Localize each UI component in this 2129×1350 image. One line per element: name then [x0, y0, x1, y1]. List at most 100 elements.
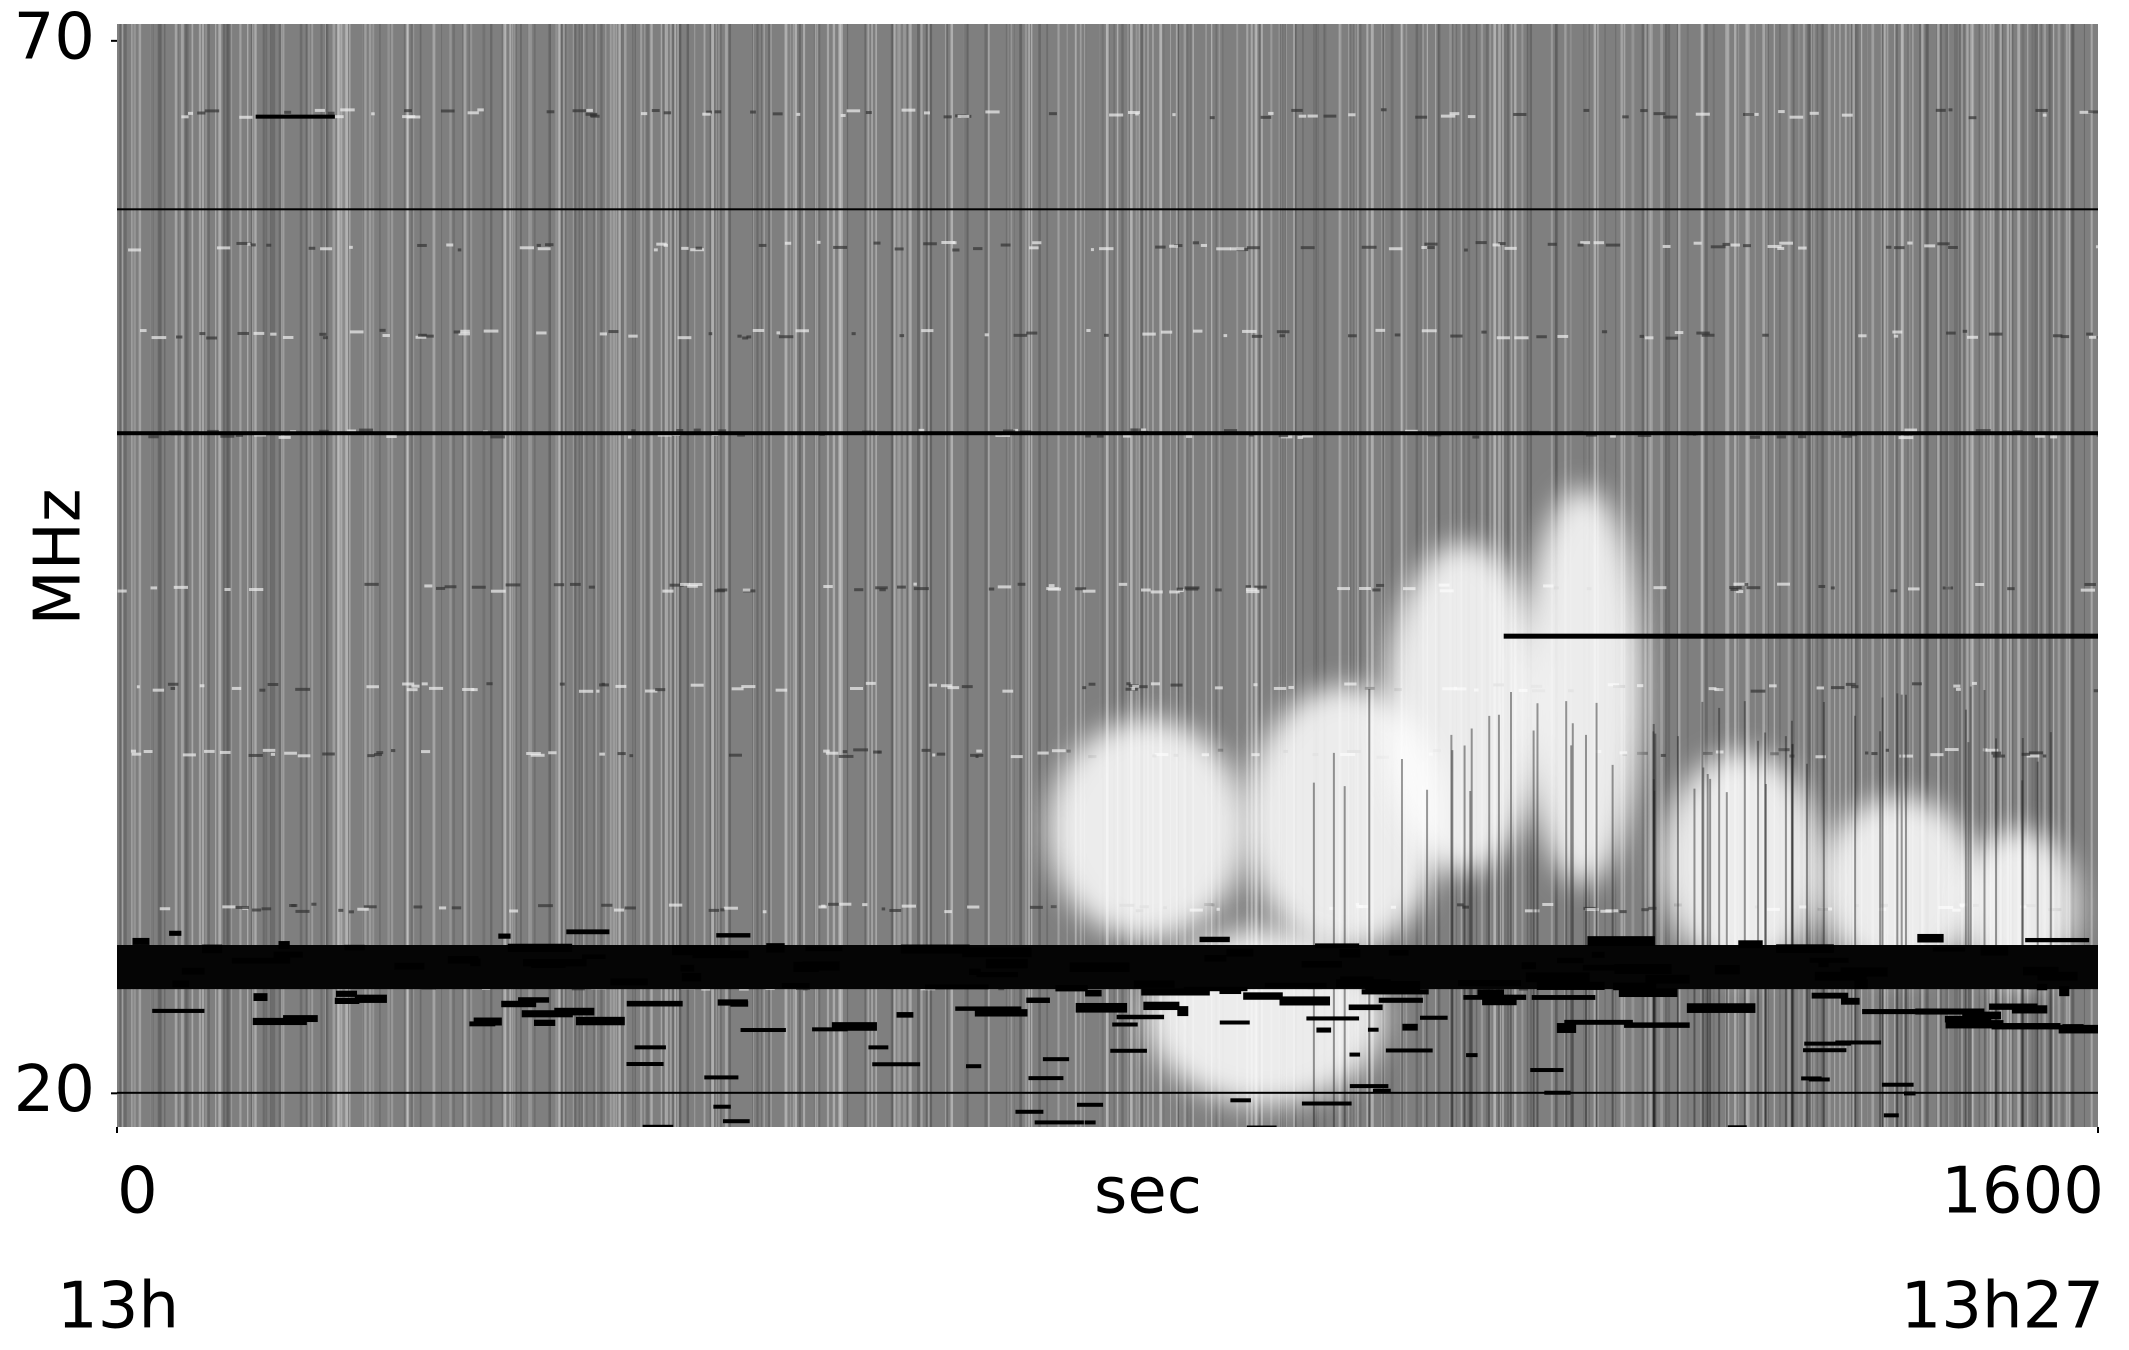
texture-speck	[2029, 751, 2043, 754]
texture-speck	[625, 906, 636, 909]
texture-speck	[338, 909, 343, 912]
texture-speck	[128, 248, 141, 251]
texture-speck	[1653, 586, 1666, 589]
texture-speck	[1252, 335, 1262, 338]
texture-speck	[1770, 752, 1779, 755]
texture-speck	[1359, 587, 1371, 590]
texture-speck	[1790, 116, 1804, 119]
texture-speck	[509, 909, 518, 912]
texture-speck	[796, 113, 800, 116]
texture-speck	[1037, 752, 1048, 755]
texture-speck	[554, 583, 564, 586]
texture-speck	[985, 110, 999, 113]
texture-speck	[247, 243, 250, 246]
time-tick-label: 13h	[57, 1270, 179, 1344]
interference-dash	[1302, 1102, 1352, 1106]
texture-speck	[1193, 241, 1199, 244]
texture-speck	[222, 905, 235, 908]
texture-speck	[1548, 243, 1557, 246]
texture-speck	[866, 682, 876, 685]
interference-dash	[1776, 944, 1834, 953]
texture-speck	[1215, 686, 1223, 689]
texture-speck	[132, 753, 141, 756]
interference-dash	[1530, 1068, 1563, 1072]
texture-speck	[1654, 112, 1666, 115]
interference-dash	[566, 929, 609, 934]
x-tick-label: 1600	[1941, 1155, 2104, 1229]
texture-speck	[391, 749, 395, 752]
interference-dash	[718, 999, 748, 1005]
texture-speck	[1645, 336, 1654, 339]
texture-speck	[924, 111, 930, 114]
interference-dash	[172, 981, 189, 988]
texture-speck	[1894, 335, 1898, 338]
texture-speck	[862, 903, 867, 906]
texture-speck	[1993, 755, 2005, 758]
texture-speck	[224, 588, 230, 591]
texture-speck	[826, 752, 838, 755]
texture-speck	[320, 247, 332, 250]
texture-speck	[962, 685, 973, 688]
texture-speck	[295, 688, 310, 691]
interference-line	[117, 431, 2098, 435]
texture-speck	[548, 751, 556, 754]
texture-speck	[1842, 114, 1853, 117]
texture-speck	[1858, 334, 1866, 337]
texture-speck	[1395, 333, 1401, 336]
interference-dash	[582, 954, 606, 959]
texture-speck	[140, 329, 147, 332]
interference-dash	[554, 1008, 594, 1016]
texture-speck	[1505, 247, 1517, 250]
texture-speck	[596, 690, 599, 693]
texture-speck	[1372, 588, 1380, 591]
texture-speck	[691, 684, 704, 687]
texture-speck	[1274, 687, 1286, 690]
texture-speck	[199, 332, 205, 335]
interference-dash	[2025, 938, 2089, 942]
texture-speck	[1972, 682, 1977, 685]
texture-speck	[1131, 687, 1135, 690]
interference-dash	[344, 945, 364, 951]
y-tick-label: 70	[14, 0, 95, 74]
texture-speck	[271, 753, 275, 756]
interference-dash	[610, 979, 647, 986]
interference-dash	[1522, 962, 1536, 969]
texture-speck	[236, 906, 249, 909]
texture-speck	[1082, 686, 1086, 689]
interference-dash	[394, 963, 424, 970]
texture-speck	[531, 754, 545, 757]
texture-speck	[445, 585, 457, 588]
texture-speck	[328, 112, 335, 115]
interference-dash	[2037, 972, 2077, 981]
texture-speck	[454, 330, 460, 333]
texture-speck	[239, 116, 252, 119]
texture-speck	[422, 682, 428, 685]
texture-speck	[2086, 333, 2093, 336]
interference-dash	[202, 945, 222, 954]
interference-dash	[1117, 1015, 1164, 1019]
interference-dash	[741, 1028, 786, 1032]
interference-dash	[872, 1062, 920, 1066]
texture-speck	[2007, 587, 2014, 590]
texture-speck	[937, 753, 945, 756]
texture-speck	[350, 330, 364, 333]
interference-dash	[1302, 961, 1342, 967]
texture-speck	[1126, 682, 1130, 685]
interference-dash	[1728, 1125, 1747, 1129]
texture-speck	[458, 248, 462, 251]
texture-speck	[1018, 583, 1026, 586]
texture-speck	[628, 335, 637, 338]
texture-speck	[538, 904, 553, 907]
texture-speck	[2094, 689, 2105, 692]
interference-dash	[1614, 964, 1671, 974]
texture-speck	[1291, 109, 1302, 112]
texture-speck	[923, 242, 937, 245]
interference-dash	[335, 998, 360, 1004]
chart: MHz sec 70200160013h13h27	[0, 0, 2129, 1350]
texture-speck	[536, 331, 546, 334]
interference-dash	[901, 945, 970, 954]
texture-speck	[484, 330, 499, 333]
interference-dash	[986, 959, 1028, 969]
texture-speck	[729, 754, 742, 757]
texture-speck	[1089, 683, 1096, 686]
